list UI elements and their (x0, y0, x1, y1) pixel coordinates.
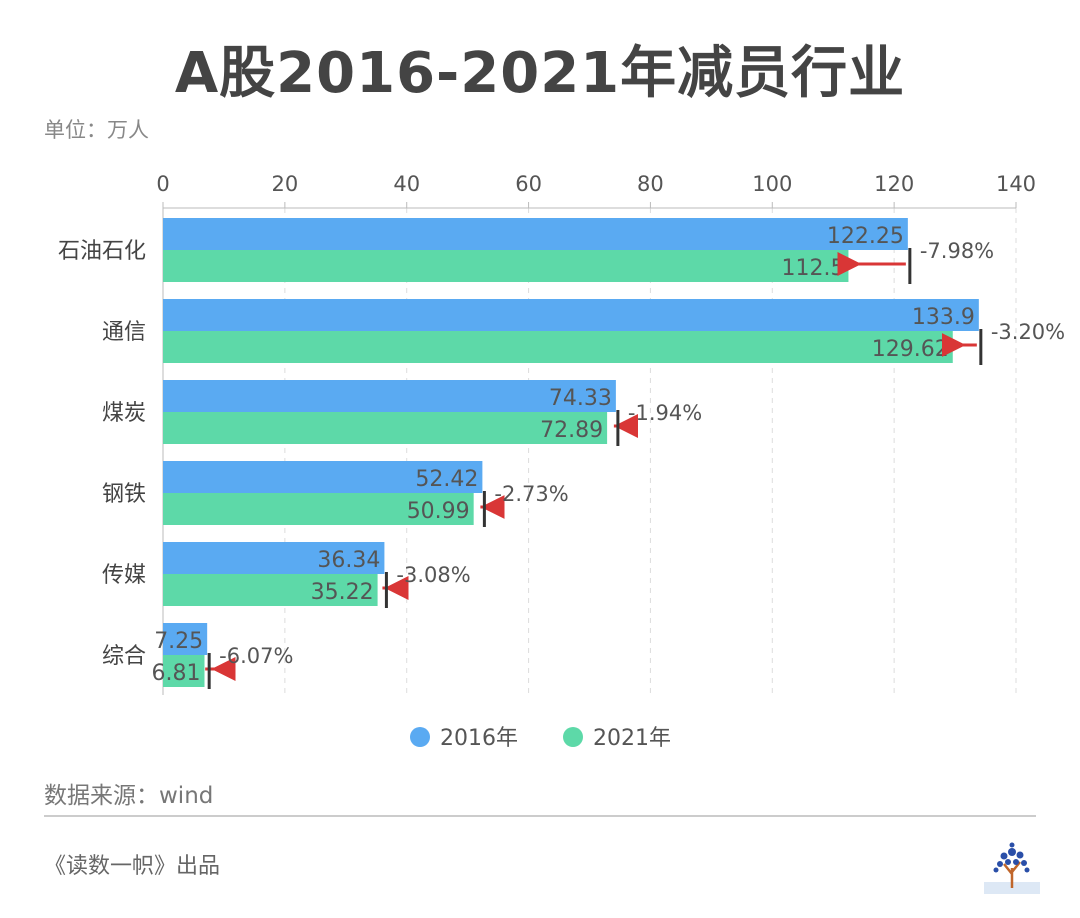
footer-credit: 《读数一帜》出品 (44, 854, 221, 879)
legend-marker (563, 727, 583, 747)
x-tick-label: 40 (393, 172, 420, 196)
bar-2016 (163, 380, 616, 412)
legend-marker (410, 727, 430, 747)
unit-label: 单位：万人 (44, 118, 149, 142)
category-label: 钢铁 (102, 482, 146, 507)
value-label-2016: 133.9 (912, 305, 975, 330)
value-label-2016: 122.25 (827, 224, 904, 249)
bar-2021 (163, 493, 474, 525)
bar-2016 (163, 299, 979, 331)
divider (44, 815, 1036, 817)
value-label-2021: 72.89 (540, 418, 603, 443)
chart-title: A股2016-2021年减员行业 (174, 41, 906, 106)
x-tick-label: 0 (156, 172, 169, 196)
value-label-2021: 6.81 (152, 661, 201, 686)
source-note: 数据来源：wind (44, 783, 214, 809)
value-label-2016: 36.34 (317, 548, 380, 573)
bar-2016 (163, 542, 385, 574)
value-label-2021: 50.99 (407, 499, 470, 524)
legend-label: 2016年 (440, 726, 518, 751)
change-label: -3.20% (991, 320, 1065, 344)
x-tick-label: 20 (271, 172, 298, 196)
bar-chart: 0 20 40 60 80 100 120 140 石油石化 122.25 112.5 -7.98% 通… (58, 172, 1065, 751)
value-label-2021: 129.62 (872, 337, 949, 362)
change-label: -2.73% (494, 482, 568, 506)
category-label: 综合 (102, 644, 146, 669)
bar-2016 (163, 218, 908, 250)
bar-2016 (163, 461, 483, 493)
x-tick-label: 100 (752, 172, 792, 196)
bar-2021 (163, 412, 608, 444)
change-label: -1.94% (628, 401, 702, 425)
x-tick-label: 80 (637, 172, 664, 196)
value-label-2016: 7.25 (154, 629, 203, 654)
value-label-2021: 112.5 (781, 256, 844, 281)
x-tick-label: 60 (515, 172, 542, 196)
x-tick-label: 120 (874, 172, 914, 196)
bar-2021 (163, 250, 849, 282)
bar-2016 (163, 623, 208, 655)
value-label-2021: 35.22 (311, 580, 374, 605)
bar-2021 (163, 331, 953, 363)
category-label: 通信 (102, 320, 146, 345)
category-label: 石油石化 (58, 239, 146, 264)
logo-tree-icon (984, 842, 1040, 894)
bar-2021 (163, 574, 378, 606)
bar-2021 (163, 655, 205, 687)
x-tick-label: 140 (996, 172, 1036, 196)
value-label-2016: 74.33 (549, 386, 612, 411)
category-label: 煤炭 (102, 401, 146, 426)
change-label: -7.98% (920, 239, 994, 263)
change-label: -6.07% (219, 644, 293, 668)
value-label-2016: 52.42 (415, 467, 478, 492)
legend-label: 2021年 (593, 726, 671, 751)
category-label: 传媒 (102, 563, 146, 588)
change-label: -3.08% (396, 563, 470, 587)
